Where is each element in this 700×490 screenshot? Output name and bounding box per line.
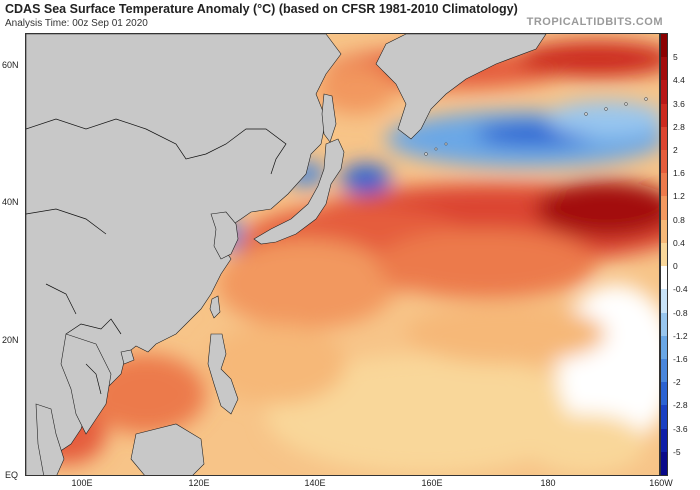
lat-label-60n: 60N [2, 60, 19, 70]
colorbar-swatch [661, 173, 667, 197]
taiwan [209, 295, 221, 319]
colorbar-label: 1.2 [673, 191, 685, 202]
land-layer [26, 34, 547, 475]
kamchatka [375, 34, 547, 140]
map-canvas [26, 34, 659, 475]
colorbar-label: 2.8 [673, 121, 685, 132]
colorbar-label: -2.8 [673, 400, 688, 411]
colorbar-label: -1.6 [673, 353, 688, 364]
lon-label-160e: 160E [421, 478, 443, 488]
colorbar-label: 0.8 [673, 214, 685, 225]
colorbar-label: -5 [673, 446, 681, 457]
source-credit: TROPICALTIDBITS.COM [526, 16, 663, 28]
lat-label-eq: EQ [5, 470, 19, 480]
colorbar-swatch [661, 312, 667, 337]
aleutian-islands [424, 97, 648, 156]
colorbar-label: 4.4 [673, 75, 685, 86]
colorbar-swatch [661, 103, 667, 128]
colorbar-swatch [661, 335, 667, 360]
hainan [120, 349, 135, 365]
colorbar-label: -3.6 [673, 423, 688, 434]
lon-label-100e: 100E [71, 478, 93, 488]
sst-anomaly-map [25, 33, 660, 476]
colorbar-swatch [661, 242, 667, 267]
sakhalin [321, 93, 337, 143]
malay-peninsula [35, 403, 65, 475]
colorbar-swatch [661, 358, 667, 383]
colorbar-label: 5 [673, 52, 678, 63]
colorbar-swatch [661, 126, 667, 151]
colorbar-label: -1.2 [673, 330, 688, 341]
country-borders [26, 118, 287, 395]
colorbar-swatch [661, 451, 667, 476]
colorbar-swatch [661, 196, 667, 221]
lat-label-40n: 40N [2, 197, 19, 207]
borneo [130, 423, 205, 475]
japan [253, 138, 345, 245]
colorbar-label: 1.6 [673, 168, 685, 179]
colorbar-label: -0.4 [673, 284, 688, 295]
colorbar-swatch [661, 382, 667, 406]
colorbar-label: 0.4 [673, 237, 685, 248]
colorbar-label: 0 [673, 261, 678, 272]
colorbar-swatch [661, 219, 667, 244]
philippines [207, 333, 239, 415]
lon-label-160w: 160W [649, 478, 673, 488]
colorbar [660, 33, 668, 476]
map-title: CDAS Sea Surface Temperature Anomaly (°C… [5, 2, 518, 16]
colorbar-swatch [661, 150, 667, 174]
colorbar-swatch [661, 34, 667, 58]
colorbar-swatch [661, 80, 667, 105]
colorbar-label: -2 [673, 377, 681, 388]
lon-label-120e: 120E [188, 478, 210, 488]
indochina [60, 333, 112, 435]
colorbar-label: 2 [673, 145, 678, 156]
colorbar-swatch [661, 266, 667, 290]
analysis-time: Analysis Time: 00z Sep 01 2020 [5, 18, 148, 29]
colorbar-swatch [661, 57, 667, 81]
korea [210, 211, 239, 260]
colorbar-label: -0.8 [673, 307, 688, 318]
lon-label-180: 180 [540, 478, 556, 488]
colorbar-swatch [661, 405, 667, 430]
lon-label-140e: 140E [304, 478, 326, 488]
anomaly-field [26, 41, 659, 474]
colorbar-label: 3.6 [673, 98, 685, 109]
lat-label-20n: 20N [2, 335, 19, 345]
colorbar-swatch [661, 428, 667, 453]
colorbar-swatch [661, 289, 667, 314]
